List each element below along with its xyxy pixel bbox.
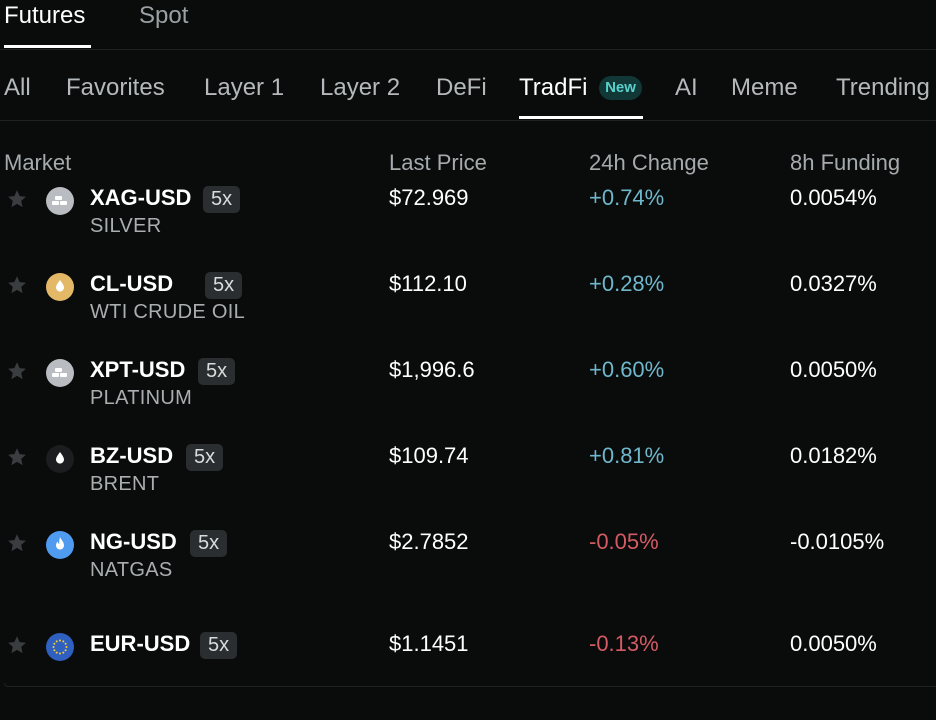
category-tab-trending[interactable]: Trending — [836, 74, 930, 101]
category-tab-ai[interactable]: AI — [675, 74, 698, 101]
market-symbol: BZ-USD — [90, 443, 174, 468]
funding-8h: 0.0050% — [790, 631, 877, 656]
last-price: $112.10 — [389, 271, 467, 296]
leverage-badge: 5x — [205, 272, 243, 299]
table-row[interactable]: EUR-USD 5x $1.1451 -0.13% 0.0050% — [0, 631, 936, 720]
header-24h-change[interactable]: 24h Change — [589, 150, 709, 175]
star-icon[interactable] — [6, 360, 28, 382]
star-icon[interactable] — [6, 634, 28, 656]
header-last-price[interactable]: Last Price — [389, 150, 487, 175]
table-row[interactable]: XAG-USD 5x SILVER $72.969 +0.74% 0.0054% — [0, 185, 936, 274]
funding-8h: 0.0182% — [790, 443, 877, 468]
table-row[interactable]: BZ-USD 5x BRENT $109.74 +0.81% 0.0182% — [0, 443, 936, 532]
funding-8h: -0.0105% — [790, 529, 885, 554]
last-price: $109.74 — [389, 443, 469, 468]
funding-8h: 0.0327% — [790, 271, 877, 296]
market-symbol: NG-USD — [90, 529, 177, 554]
change-24h: -0.05% — [589, 529, 659, 554]
change-24h: +0.74% — [589, 185, 665, 210]
metal-bars-icon — [46, 187, 74, 215]
last-price: $1.1451 — [389, 631, 469, 656]
change-24h: -0.13% — [589, 631, 659, 656]
funding-8h: 0.0054% — [790, 185, 877, 210]
change-24h: +0.60% — [589, 357, 665, 382]
category-tabs: All Favorites Layer 1 Layer 2 DeFi TradF… — [0, 50, 936, 121]
category-tab-favorites[interactable]: Favorites — [66, 74, 165, 101]
last-price: $2.7852 — [389, 529, 469, 554]
category-tab-meme[interactable]: Meme — [731, 74, 798, 101]
leverage-badge: 5x — [203, 186, 241, 213]
star-icon[interactable] — [6, 446, 28, 468]
leverage-badge: 5x — [190, 530, 228, 557]
leverage-badge: 5x — [198, 358, 236, 385]
market-name: PLATINUM — [90, 387, 193, 409]
category-tab-tradfi[interactable]: TradFi — [519, 74, 588, 101]
category-tab-layer-2[interactable]: Layer 2 — [320, 74, 401, 101]
star-icon[interactable] — [6, 188, 28, 210]
change-24h: +0.28% — [589, 271, 665, 296]
market-name: WTI CRUDE OIL — [90, 301, 246, 323]
new-badge: New — [599, 76, 642, 100]
last-price: $1,996.6 — [389, 357, 475, 382]
flame-icon — [46, 531, 74, 559]
market-symbol: EUR-USD — [90, 631, 191, 656]
change-24h: +0.81% — [589, 443, 665, 468]
star-icon[interactable] — [6, 274, 28, 296]
category-tab-layer-1[interactable]: Layer 1 — [204, 74, 285, 101]
star-icon[interactable] — [6, 532, 28, 554]
tab-futures[interactable]: Futures — [4, 2, 86, 29]
category-tab-defi[interactable]: DeFi — [436, 74, 487, 101]
last-price: $72.969 — [389, 185, 469, 210]
oil-drop-icon — [46, 445, 74, 473]
market-symbol: XAG-USD — [90, 185, 192, 210]
table-bottom-border — [4, 683, 936, 687]
active-category-indicator — [519, 116, 643, 119]
funding-8h: 0.0050% — [790, 357, 877, 382]
tab-spot[interactable]: Spot — [139, 2, 189, 29]
table-row[interactable]: XPT-USD 5x PLATINUM $1,996.6 +0.60% 0.00… — [0, 357, 936, 446]
header-8h-funding[interactable]: 8h Funding — [790, 150, 901, 175]
active-tab-indicator — [4, 45, 91, 48]
category-tab-all[interactable]: All — [4, 74, 31, 101]
oil-drop-icon — [46, 273, 74, 301]
market-name: SILVER — [90, 215, 162, 237]
market-name: NATGAS — [90, 559, 173, 581]
header-market[interactable]: Market — [4, 150, 72, 175]
leverage-badge: 5x — [186, 444, 224, 471]
market-name: BRENT — [90, 473, 160, 495]
metal-bars-icon — [46, 359, 74, 387]
market-symbol: XPT-USD — [90, 357, 186, 382]
leverage-badge: 5x — [200, 632, 238, 659]
table-row[interactable]: NG-USD 5x NATGAS $2.7852 -0.05% -0.0105% — [0, 529, 936, 618]
market-type-tabs: Futures Spot — [0, 0, 936, 50]
market-symbol: CL-USD — [90, 271, 174, 296]
table-row[interactable]: CL-USD 5x WTI CRUDE OIL $112.10 +0.28% 0… — [0, 271, 936, 360]
eu-flag-icon — [46, 633, 74, 661]
